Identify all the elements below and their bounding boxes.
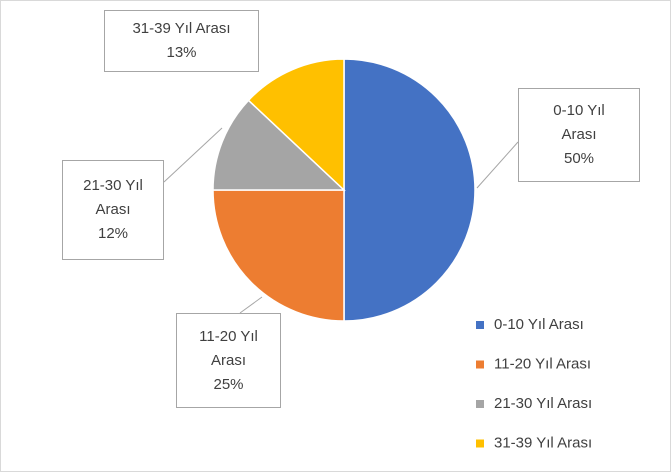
label-category: 0-10 Yıl Arası: [553, 102, 605, 143]
label-category: 31-39 Yıl Arası: [132, 20, 231, 37]
label-category: 11-20 Yıl Arası: [199, 327, 258, 369]
leader-line: [163, 127, 223, 183]
data-label: 11-20 Yıl Arası 25%: [176, 313, 281, 408]
pie-slice: [343, 58, 476, 322]
legend-swatch: [476, 400, 484, 408]
pie-slice: [247, 58, 345, 192]
data-label: 31-39 Yıl Arası 13%: [104, 10, 259, 72]
legend-label: 11-20 Yıl Arası: [494, 355, 591, 372]
leader-line: [239, 296, 263, 314]
pie-slice: [212, 99, 346, 191]
label-value: 13%: [166, 44, 197, 61]
data-label: 21-30 Yıl Arası 12%: [62, 160, 164, 260]
legend-label: 31-39 Yıl Arası: [494, 434, 592, 451]
legend-swatch: [476, 321, 484, 329]
leader-line: [476, 141, 519, 189]
label-category: 21-30 Yıl Arası: [83, 177, 143, 218]
legend-swatch: [476, 360, 484, 369]
legend-label: 0-10 Yıl Arası: [494, 316, 584, 333]
label-value: 25%: [213, 375, 244, 393]
legend-swatch: [476, 439, 484, 448]
pie-slice: [212, 189, 345, 322]
label-value: 50%: [563, 150, 595, 167]
legend-label: 21-30 Yıl Arası: [494, 395, 592, 412]
label-value: 12%: [97, 225, 129, 242]
data-label: 0-10 Yıl Arası 50%: [518, 88, 640, 182]
